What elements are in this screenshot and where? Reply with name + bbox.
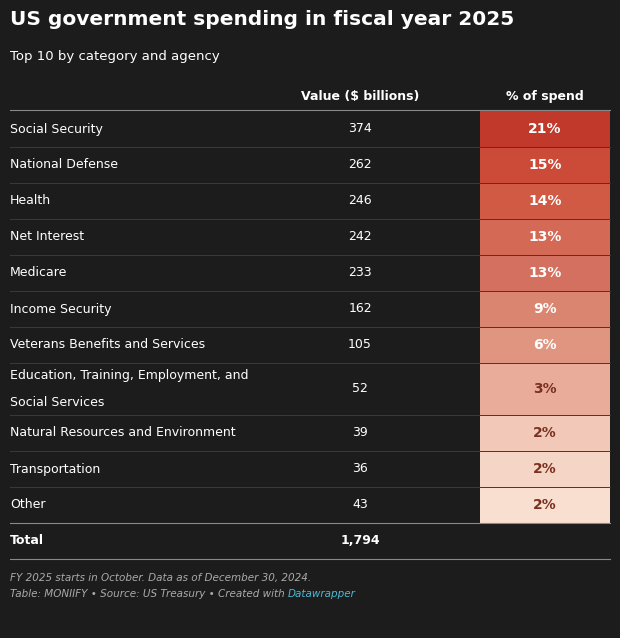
Text: 2%: 2%	[533, 426, 557, 440]
Bar	[480, 415, 610, 451]
Bar	[480, 363, 610, 415]
Bar	[480, 111, 610, 147]
Text: Other: Other	[10, 498, 45, 512]
Text: Medicare: Medicare	[10, 267, 68, 279]
Text: Total: Total	[10, 535, 44, 547]
Text: 162: 162	[348, 302, 372, 316]
Text: 39: 39	[352, 426, 368, 440]
Text: 13%: 13%	[528, 266, 562, 280]
Text: 262: 262	[348, 158, 372, 172]
Text: 14%: 14%	[528, 194, 562, 208]
Text: 21%: 21%	[528, 122, 562, 136]
Text: Education, Training, Employment, and: Education, Training, Employment, and	[10, 369, 249, 383]
Text: 374: 374	[348, 122, 372, 135]
Text: 13%: 13%	[528, 230, 562, 244]
Text: 15%: 15%	[528, 158, 562, 172]
Text: 9%: 9%	[533, 302, 557, 316]
Text: 6%: 6%	[533, 338, 557, 352]
Text: 246: 246	[348, 195, 372, 207]
Bar	[480, 451, 610, 487]
Text: US government spending in fiscal year 2025: US government spending in fiscal year 20…	[10, 10, 514, 29]
Text: 233: 233	[348, 267, 372, 279]
Bar	[480, 327, 610, 363]
Text: 1,794: 1,794	[340, 535, 380, 547]
Text: Veterans Benefits and Services: Veterans Benefits and Services	[10, 339, 205, 352]
Bar	[480, 147, 610, 183]
Bar	[480, 487, 610, 523]
Text: Natural Resources and Environment: Natural Resources and Environment	[10, 426, 236, 440]
Text: 242: 242	[348, 230, 372, 244]
Bar	[480, 255, 610, 291]
Text: Top 10 by category and agency: Top 10 by category and agency	[10, 50, 219, 63]
Text: % of spend: % of spend	[506, 90, 584, 103]
Text: 43: 43	[352, 498, 368, 512]
Text: Social Security: Social Security	[10, 122, 103, 135]
Text: Table: MONIIFY • Source: US Treasury • Created with: Table: MONIIFY • Source: US Treasury • C…	[10, 589, 288, 599]
Text: 36: 36	[352, 463, 368, 475]
Text: 2%: 2%	[533, 498, 557, 512]
Text: Net Interest: Net Interest	[10, 230, 84, 244]
Text: Transportation: Transportation	[10, 463, 100, 475]
Bar	[480, 219, 610, 255]
Text: Income Security: Income Security	[10, 302, 112, 316]
Text: 2%: 2%	[533, 462, 557, 476]
Text: 105: 105	[348, 339, 372, 352]
Text: FY 2025 starts in October. Data as of December 30, 2024.: FY 2025 starts in October. Data as of De…	[10, 573, 311, 583]
Bar	[480, 183, 610, 219]
Text: Social Services: Social Services	[10, 396, 104, 408]
Bar	[480, 291, 610, 327]
Text: Health: Health	[10, 195, 51, 207]
Text: National Defense: National Defense	[10, 158, 118, 172]
Text: 52: 52	[352, 383, 368, 396]
Text: Datawrapper: Datawrapper	[288, 589, 356, 599]
Text: Value ($ billions): Value ($ billions)	[301, 90, 419, 103]
Text: 3%: 3%	[533, 382, 557, 396]
